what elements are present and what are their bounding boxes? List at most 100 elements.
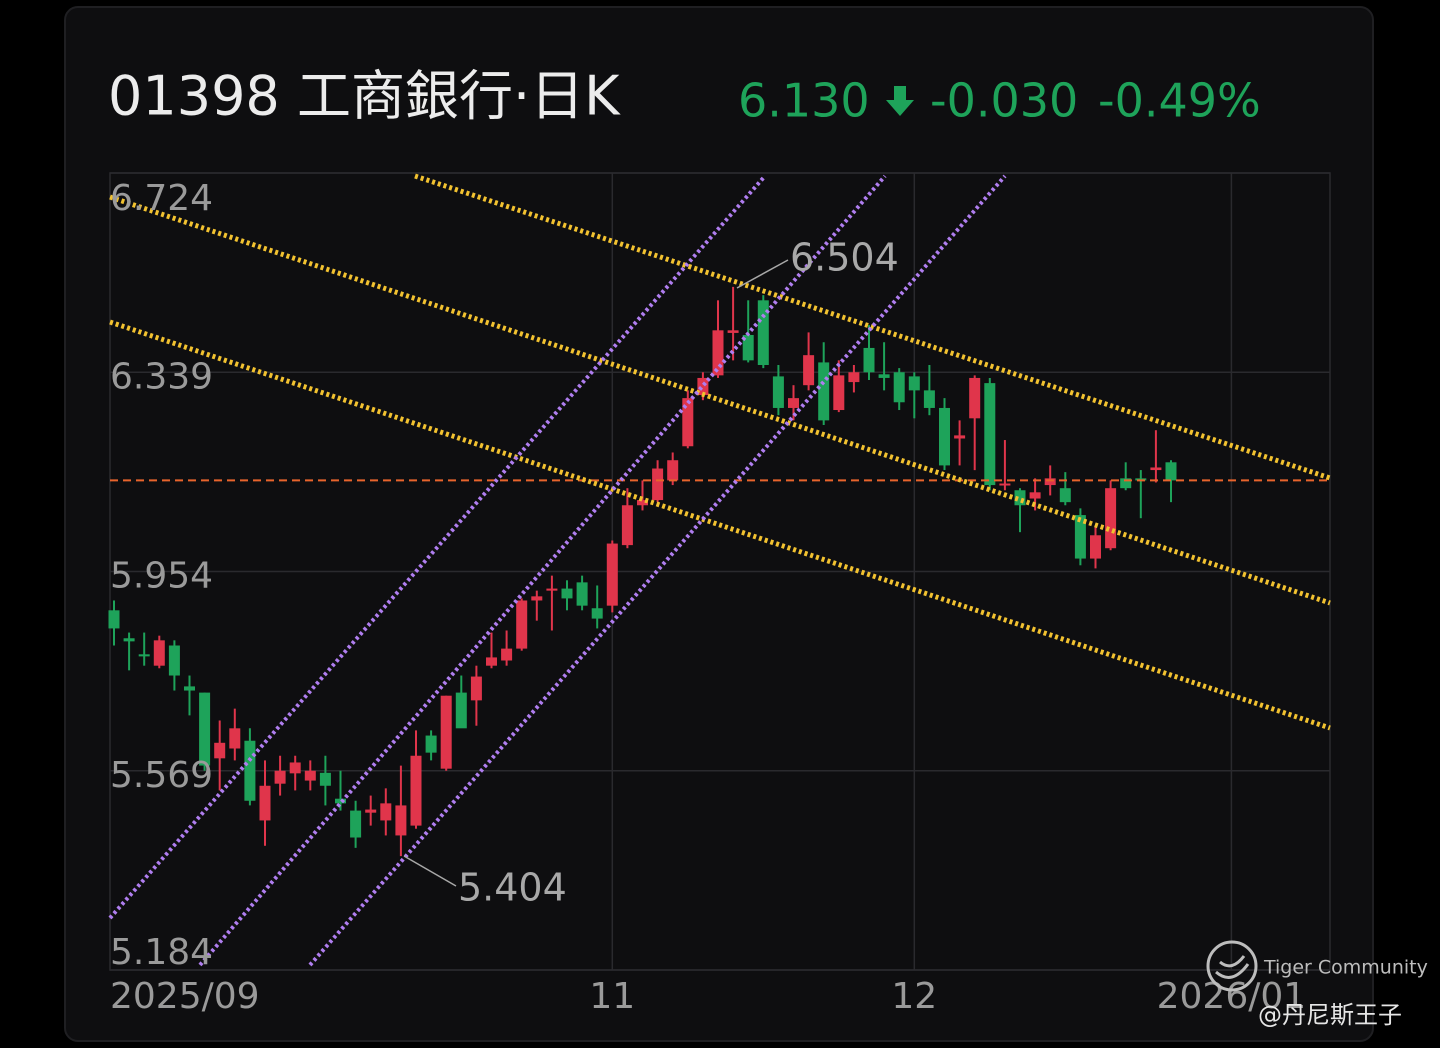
candle-body [199, 692, 211, 766]
candle-body [818, 362, 830, 421]
candle-body [1120, 478, 1132, 489]
candle-body [123, 638, 135, 642]
candle-body [244, 740, 256, 801]
candle-body [923, 390, 935, 408]
channel-line [109, 194, 1331, 606]
plot-border [109, 172, 1331, 971]
trend-lines [108, 173, 1331, 967]
change-percent: -0.49% [1098, 74, 1261, 128]
logo [1215, 955, 1250, 979]
candle-body [878, 374, 890, 378]
candle-body [229, 728, 241, 749]
candle-body [168, 645, 180, 676]
candle-body [184, 686, 195, 691]
quote: 6.130 -0.030 -0.49% [738, 74, 1261, 128]
y-tick-label: 5.954 [110, 556, 213, 597]
x-tick-label: 11 [589, 976, 635, 1017]
candle-body [667, 460, 679, 481]
candle-body [727, 330, 739, 333]
candle-body [214, 742, 226, 759]
candle-body [863, 347, 875, 373]
candle-body [274, 770, 286, 784]
candle-body [576, 582, 588, 606]
candle-body [652, 468, 664, 501]
candle-body [108, 610, 120, 629]
candle-body [712, 330, 724, 376]
title: 01398 工商銀行·日K [108, 65, 621, 128]
y-tick-label: 5.184 [110, 932, 213, 973]
candle-body [954, 435, 966, 439]
candle-body [1029, 492, 1041, 499]
candle-body [1090, 535, 1101, 559]
candle-body [984, 383, 996, 486]
candle-body [380, 803, 392, 821]
leader-line [736, 259, 789, 289]
logo [1206, 940, 1258, 992]
x-tick-label: 12 [891, 976, 937, 1017]
down-arrow [886, 86, 914, 116]
candle-body [999, 483, 1011, 486]
candle-body [395, 805, 407, 836]
channel-line [414, 173, 1331, 481]
candle-body [833, 375, 845, 411]
low-annotation: 5.404 [458, 866, 567, 910]
candle-body [486, 657, 497, 666]
candle-body [606, 543, 618, 606]
candle-body [848, 372, 860, 383]
watermark-user: @丹尼斯王子 [1258, 1001, 1402, 1029]
change: -0.030 [930, 74, 1078, 128]
candle-body [742, 334, 754, 361]
candle-body [350, 810, 362, 838]
channel-line [108, 174, 767, 920]
grid [110, 172, 1330, 971]
candle-body [289, 762, 301, 774]
candle-body [1135, 478, 1147, 481]
y-tick-label: 5.569 [110, 755, 213, 796]
high-annotation: 6.504 [790, 236, 899, 280]
leader-line [403, 855, 457, 887]
candle-body [1165, 462, 1177, 481]
candle-body [591, 608, 603, 619]
candle-body [803, 355, 815, 386]
channel-line [198, 174, 887, 967]
candle-body [304, 770, 316, 781]
candle-body [757, 300, 769, 366]
candle-body [969, 377, 981, 419]
candle-body [546, 588, 558, 591]
candle-body [637, 500, 648, 506]
candle-body [908, 376, 920, 391]
watermark-brand: Tiger Community [1263, 957, 1428, 979]
candle-body [1105, 488, 1117, 549]
candle-body [259, 785, 271, 821]
candle-body [455, 692, 467, 729]
candle-body [365, 809, 377, 813]
candle-body [516, 600, 528, 649]
candles [108, 286, 1330, 857]
candle-body [1044, 478, 1056, 486]
candle-body [772, 376, 784, 408]
candle-body [1059, 488, 1071, 503]
candle-body [501, 648, 513, 661]
candle-body [470, 676, 482, 701]
candle-body [138, 654, 150, 657]
candle-body [788, 398, 799, 408]
candle-body [410, 755, 422, 826]
candle-body [440, 695, 452, 769]
candle-body [1150, 467, 1162, 471]
watermark: Tiger Community @丹尼斯王子 [1206, 940, 1428, 1029]
candle-body [697, 377, 709, 396]
candle-body [621, 505, 633, 546]
candle-body [1014, 490, 1026, 506]
candle-body [893, 372, 905, 403]
channel-line [308, 174, 1007, 967]
y-tick-label: 6.339 [110, 356, 213, 397]
x-tick-label: 2026/01 [1157, 976, 1307, 1017]
candle-body [1074, 515, 1086, 559]
candle-body [939, 407, 950, 466]
candle-body [425, 735, 437, 753]
candle-body [319, 772, 331, 786]
last-price: 6.130 [738, 74, 870, 128]
